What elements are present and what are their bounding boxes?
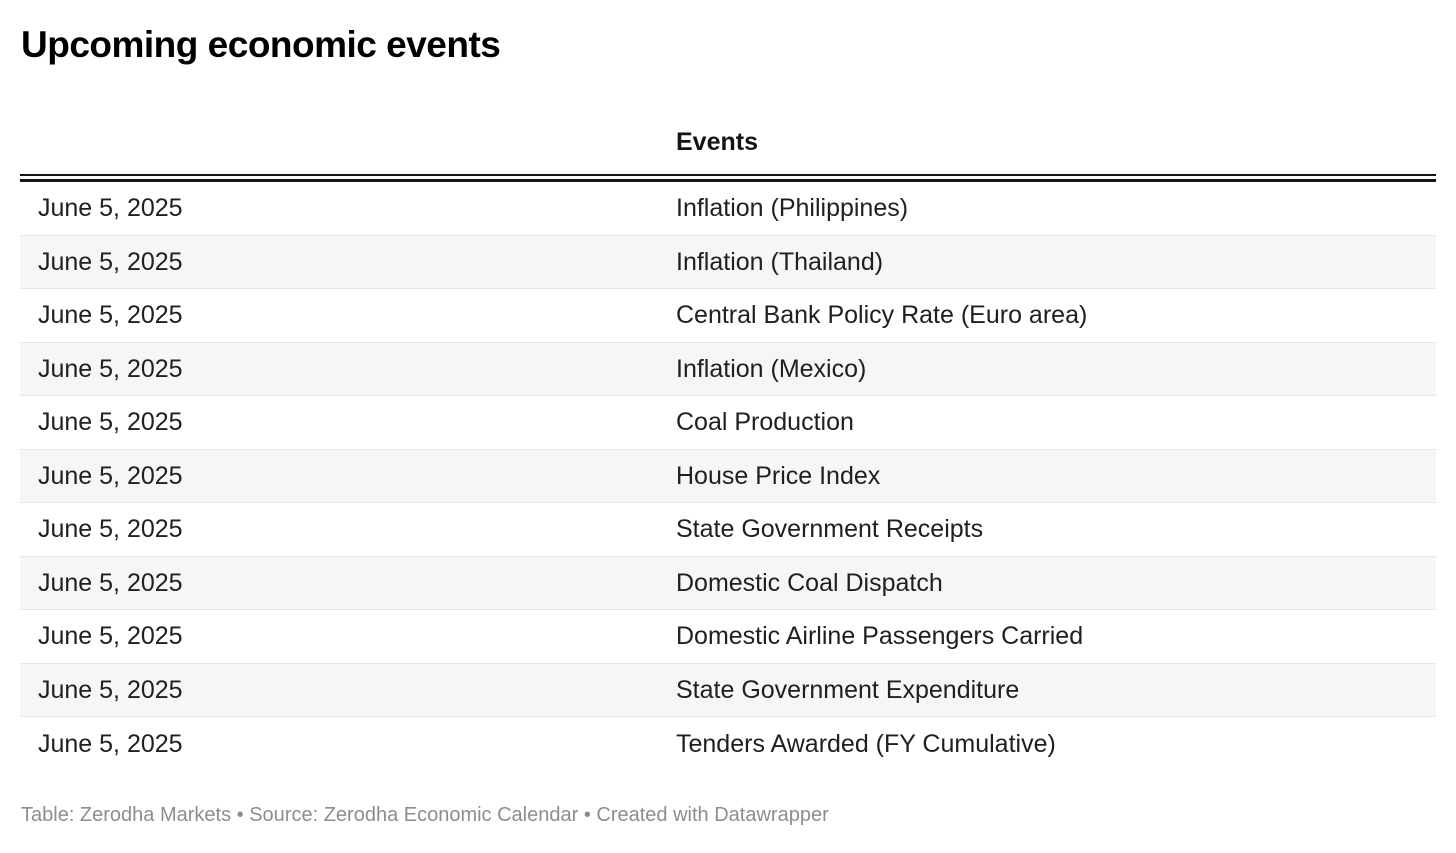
event-cell: Inflation (Thailand): [676, 247, 884, 276]
table-row: June 5, 2025 Inflation (Mexico): [20, 342, 1436, 396]
column-header-events: Events: [676, 128, 758, 156]
table-row: June 5, 2025 Domestic Coal Dispatch: [20, 556, 1436, 610]
table-row: June 5, 2025 Central Bank Policy Rate (E…: [20, 289, 1436, 343]
attribution-footer: Table: Zerodha Markets • Source: Zerodha…: [21, 803, 829, 826]
date-cell: June 5, 2025: [38, 622, 183, 651]
event-cell: Domestic Coal Dispatch: [676, 568, 943, 597]
date-cell: June 5, 2025: [38, 247, 183, 276]
date-cell: June 5, 2025: [38, 408, 183, 437]
table-row: June 5, 2025 State Government Receipts: [20, 503, 1436, 557]
events-table: Events June 5, 2025 Inflation (Philippin…: [20, 127, 1436, 771]
event-cell: Tenders Awarded (FY Cumulative): [676, 729, 1056, 758]
header-divider: [20, 174, 1436, 182]
table-row: June 5, 2025 Coal Production: [20, 396, 1436, 450]
date-cell: June 5, 2025: [38, 729, 183, 758]
table-row: June 5, 2025 Inflation (Philippines): [20, 182, 1436, 236]
event-cell: Coal Production: [676, 408, 854, 437]
date-cell: June 5, 2025: [38, 461, 183, 490]
chart-title: Upcoming economic events: [21, 24, 501, 65]
table-row: June 5, 2025 State Government Expenditur…: [20, 663, 1436, 717]
table-row: June 5, 2025 Domestic Airline Passengers…: [20, 610, 1436, 664]
event-cell: Inflation (Mexico): [676, 354, 867, 383]
table-row: June 5, 2025 Inflation (Thailand): [20, 235, 1436, 289]
event-cell: Domestic Airline Passengers Carried: [676, 622, 1084, 651]
event-cell: Central Bank Policy Rate (Euro area): [676, 301, 1088, 330]
table-header-row: Events: [20, 127, 1436, 174]
table-row: June 5, 2025 Tenders Awarded (FY Cumulat…: [20, 717, 1436, 771]
event-cell: State Government Expenditure: [676, 675, 1020, 704]
date-cell: June 5, 2025: [38, 568, 183, 597]
table-row: June 5, 2025 House Price Index: [20, 449, 1436, 503]
event-cell: State Government Receipts: [676, 515, 984, 544]
date-cell: June 5, 2025: [38, 194, 183, 223]
event-cell: Inflation (Philippines): [676, 194, 909, 223]
date-cell: June 5, 2025: [38, 301, 183, 330]
date-cell: June 5, 2025: [38, 515, 183, 544]
event-cell: House Price Index: [676, 461, 881, 490]
date-cell: June 5, 2025: [38, 354, 183, 383]
date-cell: June 5, 2025: [38, 675, 183, 704]
